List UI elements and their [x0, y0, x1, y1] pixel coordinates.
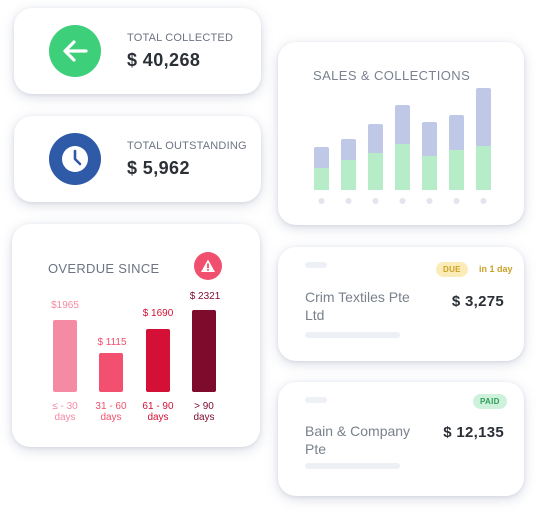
total-collected-label: TOTAL COLLECTED — [127, 32, 234, 44]
invoice-placeholder-line — [305, 397, 327, 403]
sales-collections-chart — [314, 88, 491, 204]
overdue-bar-2 — [146, 329, 170, 392]
overdue-days-2: 61 - 90 days — [142, 401, 174, 423]
overdue-amount-0: $1965 — [51, 300, 79, 311]
total-collected-value: $ 40,268 — [127, 50, 201, 70]
sales-x-dot-4 — [426, 198, 433, 204]
sales-collections-title: SALES & COLLECTIONS — [313, 68, 471, 83]
overdue-amount-1: $ 1115 — [97, 337, 127, 348]
invoice-placeholder-line — [305, 332, 400, 338]
sales-x-dot-0 — [318, 198, 325, 204]
clock-icon[interactable] — [49, 133, 101, 185]
collections-bar-5 — [449, 150, 464, 190]
overdue-bar-3 — [192, 310, 216, 392]
overdue-bar-1 — [99, 353, 123, 392]
sales-x-dot-6 — [480, 198, 487, 204]
total-outstanding-card: TOTAL OUTSTANDING $ 5,962 — [14, 116, 261, 202]
due-status-badge: DUE — [436, 262, 468, 277]
invoice-card-paid[interactable]: PAID Bain & Company Pte $ 12,135 — [278, 382, 524, 496]
sales-x-dot-5 — [453, 198, 460, 204]
overdue-days-1: 31 - 60 days — [95, 401, 127, 423]
sales-x-dot-3 — [399, 198, 406, 204]
invoice-amount: $ 3,275 — [451, 293, 504, 310]
total-outstanding-label: TOTAL OUTSTANDING — [127, 140, 247, 152]
collections-bar-2 — [368, 153, 383, 190]
invoice-amount: $ 12,135 — [443, 424, 504, 441]
overdue-since-title: OVERDUE SINCE — [48, 261, 160, 276]
overdue-since-card: OVERDUE SINCE $1965 $ 1115 $ 1690 $ 2321… — [12, 224, 260, 447]
overdue-days-3: > 90 days — [193, 401, 215, 423]
due-note: in 1 day — [479, 264, 513, 274]
paid-status-badge: PAID — [473, 394, 507, 409]
arrow-left-icon[interactable] — [49, 25, 101, 77]
invoice-card-due[interactable]: DUE in 1 day Crim Textiles Pte Ltd $ 3,2… — [278, 247, 524, 361]
invoice-customer-name: Crim Textiles Pte Ltd — [305, 289, 410, 323]
sales-x-dot-2 — [372, 198, 379, 204]
collections-bar-6 — [476, 146, 491, 190]
invoice-placeholder-line — [305, 262, 327, 268]
invoice-placeholder-line — [305, 463, 400, 469]
collections-bar-0 — [314, 168, 329, 190]
total-outstanding-value: $ 5,962 — [127, 158, 190, 178]
collections-bar-1 — [341, 160, 356, 190]
overdue-days-0: ≤ - 30 days — [52, 401, 78, 423]
overdue-bar-0 — [53, 320, 77, 392]
invoice-customer-name: Bain & Company Pte — [305, 423, 411, 457]
warning-icon[interactable] — [194, 252, 222, 280]
sales-x-dot-1 — [345, 198, 352, 204]
overdue-amount-3: $ 2321 — [189, 291, 221, 302]
collections-bar-4 — [422, 156, 437, 190]
overdue-amount-2: $ 1690 — [142, 308, 174, 319]
collections-bar-3 — [395, 144, 410, 190]
sales-collections-card: SALES & COLLECTIONS — [278, 42, 524, 225]
total-collected-card: TOTAL COLLECTED $ 40,268 — [14, 8, 261, 94]
